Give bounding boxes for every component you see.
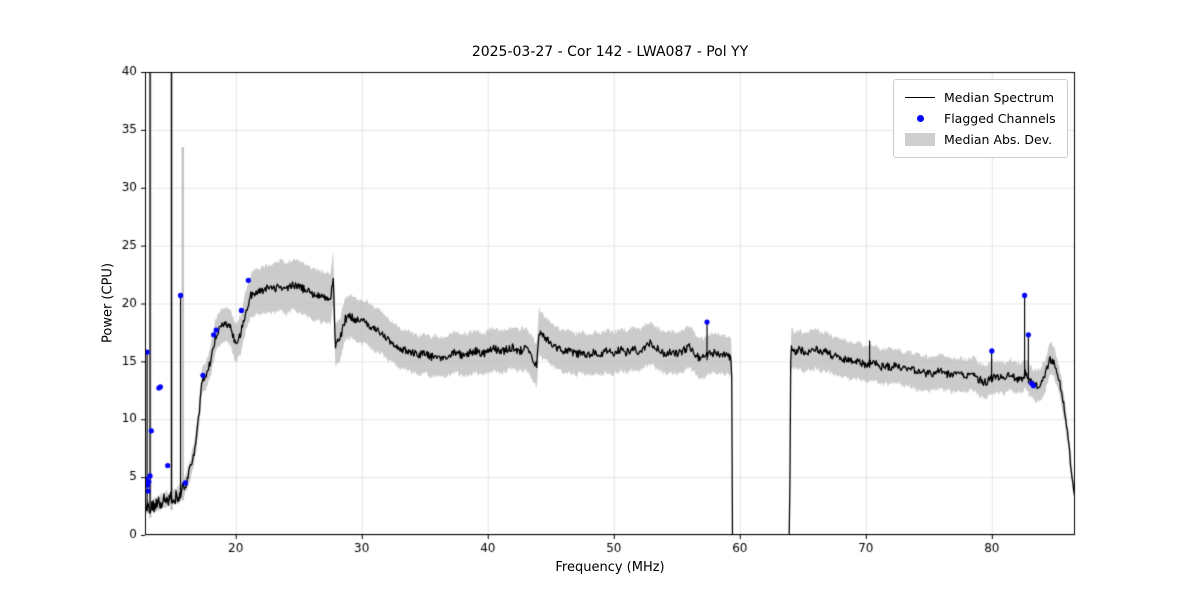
- legend-item-flagged-channels: Flagged Channels: [905, 108, 1056, 129]
- y-axis-label: Power (CPU): [100, 262, 116, 344]
- mad-band-swatch: [905, 133, 935, 146]
- flagged-point-swatch: [905, 115, 935, 122]
- legend-label: Flagged Channels: [944, 111, 1056, 126]
- chart-title: 2025-03-27 - Cor 142 - LWA087 - Pol YY: [471, 44, 749, 60]
- legend-label: Median Spectrum: [944, 90, 1055, 105]
- median-line-swatch: [905, 97, 935, 98]
- legend-item-mad-band: Median Abs. Dev.: [905, 129, 1056, 150]
- legend-label: Median Abs. Dev.: [944, 132, 1053, 147]
- x-axis-label: Frequency (MHz): [555, 560, 665, 575]
- legend: Median Spectrum Flagged Channels Median …: [893, 79, 1068, 158]
- legend-item-median-spectrum: Median Spectrum: [905, 87, 1056, 108]
